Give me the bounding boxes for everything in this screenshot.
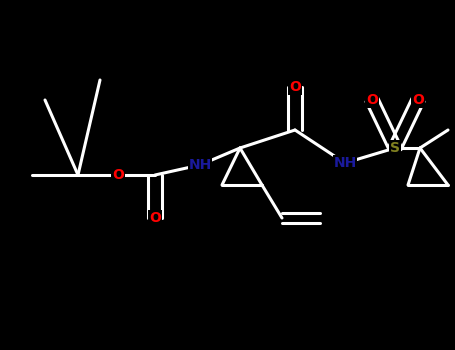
- Text: O: O: [149, 211, 161, 225]
- Text: NH: NH: [188, 158, 212, 172]
- Text: O: O: [112, 168, 124, 182]
- Text: S: S: [390, 141, 400, 155]
- Text: NH: NH: [334, 156, 357, 170]
- Text: O: O: [366, 93, 378, 107]
- Text: O: O: [412, 93, 424, 107]
- Text: O: O: [289, 80, 301, 94]
